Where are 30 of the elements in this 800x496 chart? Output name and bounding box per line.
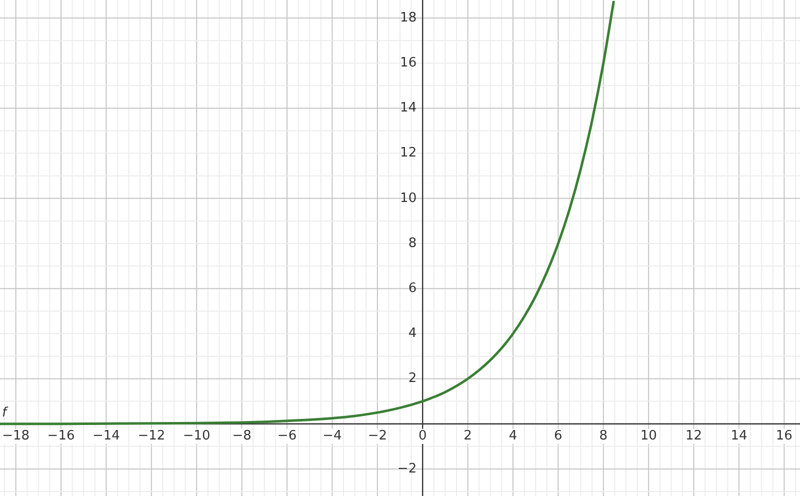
x-tick-label: −16	[47, 428, 75, 444]
x-tick-label: −8	[232, 428, 252, 444]
x-tick-label: 2	[464, 428, 472, 444]
x-tick-label: 0	[418, 428, 427, 444]
y-tick-label: 4	[408, 326, 417, 342]
x-tick-label: 14	[730, 428, 748, 444]
x-tick-label: 4	[508, 428, 518, 444]
x-tick-label: 10	[640, 428, 657, 444]
x-tick-label: 6	[554, 428, 562, 444]
x-tick-label: 12	[686, 428, 702, 444]
y-tick-label: 8	[408, 236, 417, 251]
x-tick-label: 8	[599, 428, 608, 444]
x-tick-label: −10	[182, 428, 210, 444]
line-series	[0, 0, 615, 426]
y-tick-label: −2	[397, 461, 417, 476]
x-tick-label: 16	[776, 428, 792, 444]
y-tick-label: 10	[400, 190, 417, 206]
series-label: f	[2, 406, 9, 421]
y-tick-label: 14	[400, 100, 417, 116]
x-tick-label: −14	[92, 428, 120, 444]
y-tick-label: 18	[400, 10, 417, 26]
y-tick-label: 16	[400, 56, 417, 70]
x-tick-label: −18	[2, 428, 30, 444]
y-tick-label: 2	[408, 371, 417, 386]
x-tick-label: −2	[368, 428, 387, 444]
y-tick-label: 6	[408, 280, 417, 296]
x-tick-label: −6	[277, 428, 297, 444]
y-tick-label: 12	[400, 146, 417, 161]
x-tick-label: −12	[138, 428, 166, 444]
x-tick-label: −4	[322, 428, 342, 444]
